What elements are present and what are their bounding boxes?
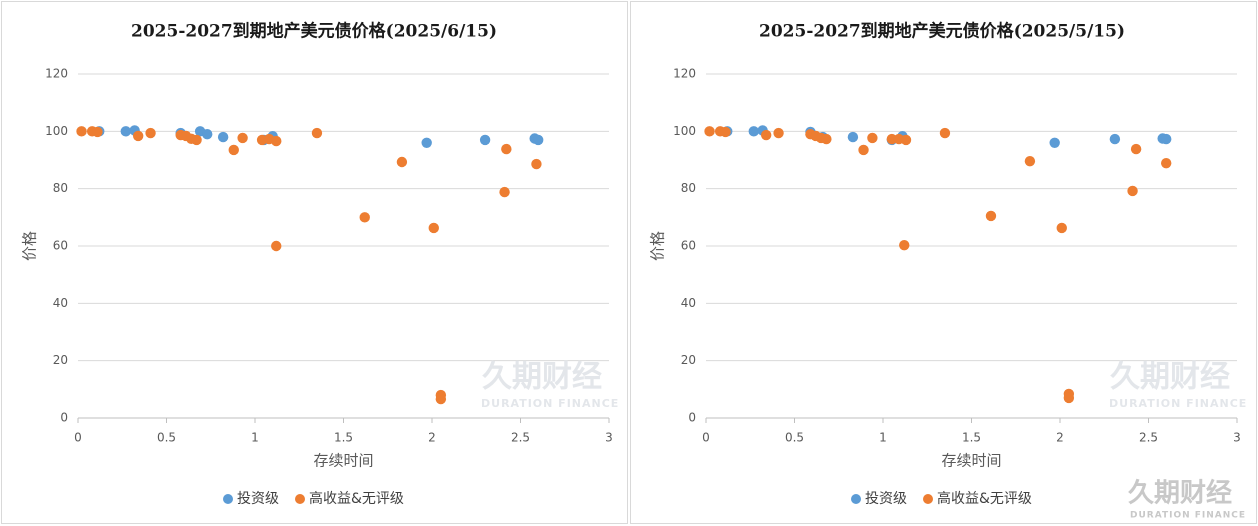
legend-label: 高收益&无评级 — [937, 490, 1032, 507]
point — [748, 126, 759, 137]
point — [191, 134, 202, 146]
x-tick-label: 1.5 — [334, 431, 353, 445]
legend-marker — [851, 494, 861, 504]
point — [847, 131, 859, 143]
x-tick-label: 2 — [1056, 431, 1064, 445]
point — [985, 210, 997, 222]
y-axis-label: 价格 — [649, 231, 667, 261]
x-tick-label: 2 — [428, 431, 436, 445]
x-tick-label: 0.5 — [157, 431, 176, 445]
point — [773, 127, 784, 139]
y-tick-label: 80 — [53, 181, 68, 195]
point — [1127, 185, 1138, 197]
x-tick-label: 1.5 — [962, 431, 981, 445]
point — [501, 143, 512, 155]
y-tick-label: 40 — [53, 296, 68, 310]
point — [271, 135, 282, 147]
point — [1049, 137, 1060, 148]
point — [531, 158, 542, 170]
y-tick-label: 80 — [681, 181, 696, 195]
point — [1056, 222, 1067, 234]
point — [900, 134, 912, 146]
y-tick-label: 100 — [45, 124, 68, 138]
point — [396, 156, 408, 168]
point — [760, 129, 772, 141]
point — [217, 131, 229, 143]
y-tick-label: 20 — [681, 353, 696, 367]
point — [132, 130, 144, 142]
x-tick-label: 3 — [605, 431, 613, 445]
chart-title: 2025-2027到期地产美元债价格(2025/6/15) — [131, 21, 497, 42]
point — [76, 126, 87, 137]
point — [311, 127, 323, 139]
point — [237, 132, 248, 144]
point — [228, 144, 239, 156]
point — [899, 239, 910, 251]
y-axis-label: 价格 — [21, 231, 39, 261]
point — [428, 222, 439, 234]
y-tick-label: 120 — [673, 67, 696, 81]
point — [720, 126, 731, 138]
point — [421, 137, 432, 148]
y-tick-label: 20 — [53, 353, 68, 367]
x-tick-label: 1 — [251, 431, 259, 445]
y-tick-label: 120 — [45, 67, 68, 81]
x-tick-label: 2.5 — [1139, 431, 1158, 445]
y-tick-label: 0 — [60, 411, 68, 425]
legend-label: 高收益&无评级 — [309, 490, 404, 507]
y-tick-label: 60 — [53, 239, 68, 253]
point — [92, 126, 103, 138]
point — [1024, 155, 1036, 167]
watermark-sub: DURATION FINANCE — [1109, 397, 1247, 410]
point — [533, 134, 544, 146]
x-axis-label: 存续时间 — [941, 452, 1001, 470]
point — [499, 186, 510, 198]
point — [858, 144, 869, 156]
x-tick-label: 0.5 — [785, 431, 804, 445]
x-tick-label: 2.5 — [511, 431, 530, 445]
point — [1063, 392, 1075, 404]
point — [145, 127, 156, 139]
legend-marker — [923, 494, 933, 504]
point — [479, 134, 491, 146]
x-tick-label: 0 — [74, 431, 82, 445]
point — [359, 212, 370, 223]
point — [435, 393, 447, 405]
watermark: 久期财经 — [1110, 360, 1230, 395]
y-tick-label: 60 — [681, 239, 696, 253]
panel — [1, 1, 628, 524]
point — [271, 240, 282, 252]
point — [120, 126, 131, 137]
y-tick-label: 40 — [681, 296, 696, 310]
x-tick-label: 3 — [1233, 431, 1241, 445]
point — [202, 129, 213, 140]
x-tick-label: 1 — [879, 431, 887, 445]
legend-marker — [223, 494, 233, 504]
legend-label: 投资级 — [865, 491, 907, 507]
x-tick-label: 0 — [702, 431, 710, 445]
watermark: 久期财经 — [482, 360, 602, 395]
panel — [630, 1, 1257, 524]
logo-text: 久期财经 — [1128, 478, 1232, 509]
point — [704, 126, 715, 137]
x-axis-label: 存续时间 — [313, 452, 373, 470]
point — [821, 133, 832, 145]
point — [1109, 133, 1121, 145]
point — [1161, 133, 1172, 145]
chart-title: 2025-2027到期地产美元债价格(2025/5/15) — [759, 21, 1125, 42]
point — [867, 132, 878, 144]
point — [939, 127, 951, 139]
watermark-sub: DURATION FINANCE — [481, 397, 619, 410]
point — [1161, 157, 1172, 169]
y-tick-label: 100 — [673, 124, 696, 138]
legend-label: 投资级 — [237, 491, 279, 507]
logo-subtext: DURATION FINANCE — [1130, 511, 1246, 521]
point — [1130, 143, 1142, 155]
legend-marker — [295, 494, 305, 504]
y-tick-label: 0 — [688, 411, 696, 425]
